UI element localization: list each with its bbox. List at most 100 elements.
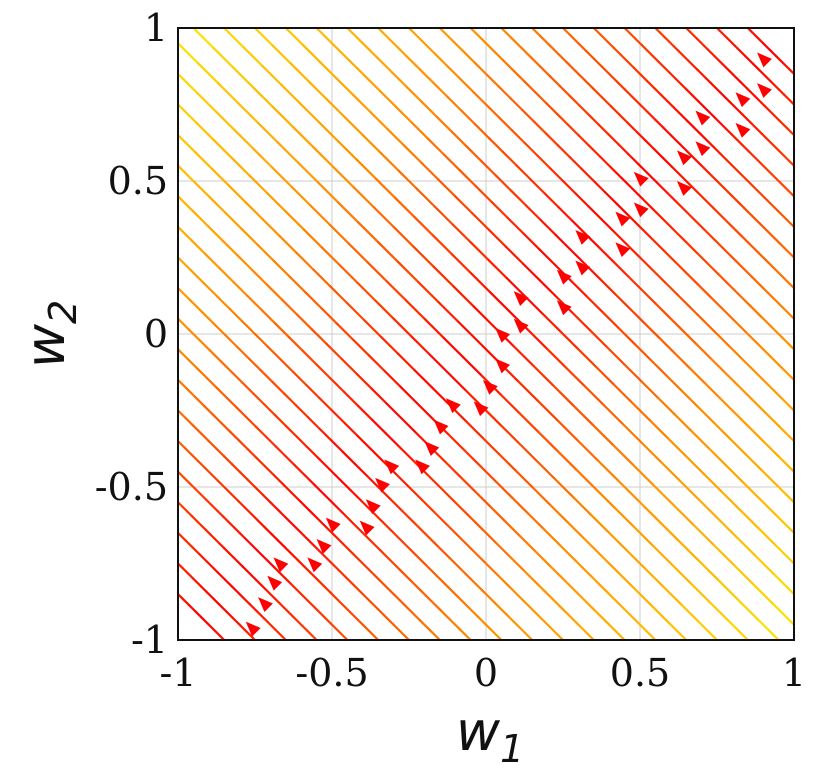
streamline-segment (617, 327, 636, 346)
streamline-segment (472, 305, 495, 328)
streamline-segment (210, 473, 220, 482)
streamline-segment (757, 343, 772, 358)
streamline-segment (600, 554, 620, 574)
streamline-segment (685, 241, 699, 255)
streamline-segment (176, 134, 197, 154)
streamline-segment (775, 269, 787, 281)
streamline-segment (778, 455, 796, 473)
streamline-segment (330, 409, 346, 425)
flow-arrowhead (245, 621, 261, 637)
streamline-segment (734, 259, 747, 272)
streamline-segment (590, 513, 611, 535)
streamline-segment (414, 369, 434, 389)
streamline-segment (725, 464, 745, 484)
streamline-segment (600, 65, 611, 76)
flow-arrowhead (359, 520, 375, 536)
streamline-segment (657, 519, 680, 542)
streamline-segment (307, 80, 328, 101)
streamline-segment (699, 132, 709, 142)
streamline-segment (356, 158, 378, 181)
streamline-segment (289, 62, 310, 83)
streamline-segment (386, 127, 406, 147)
streamline-segment (577, 42, 588, 53)
streamline-segment (577, 348, 598, 369)
streamline-segment (779, 212, 789, 222)
streamline-segment (457, 320, 480, 343)
streamline-segment (369, 111, 389, 131)
streamline-segment (632, 525, 654, 547)
streamline-segment (566, 123, 580, 137)
streamline-segment (216, 479, 226, 489)
streamline-segment (715, 179, 726, 190)
streamline-segment (184, 417, 195, 427)
streamline-segment (646, 172, 659, 185)
streamline-segment (723, 371, 740, 388)
streamline-segment (250, 543, 259, 552)
streamline-segment (638, 256, 654, 272)
streamline-segment (735, 536, 758, 558)
streamline-segment (384, 615, 395, 626)
flow-arrowhead (258, 597, 273, 613)
streamline-segment (651, 269, 667, 285)
streamline-segment (658, 337, 677, 355)
streamline-segment (572, 404, 595, 427)
streamline-segment (323, 493, 336, 506)
streamline-segment (459, 536, 475, 552)
flow-arrowhead (415, 459, 431, 475)
streamline-segment (185, 387, 197, 399)
streamline-segment (471, 212, 491, 232)
streamline-segment (400, 417, 418, 435)
flow-arrowhead (445, 398, 461, 414)
streamline-segment (712, 544, 736, 567)
streamline-segment (759, 161, 767, 170)
streamline-segment (779, 426, 796, 443)
streamline-segment (646, 49, 654, 58)
streamline-segment (284, 516, 295, 527)
streamline-segment (188, 298, 203, 313)
streamline-segment (685, 455, 706, 476)
streamline-segment (715, 332, 731, 348)
streamline-segment (697, 406, 716, 425)
streamline-segment (589, 329, 609, 349)
streamline-segment (549, 504, 569, 524)
streamline-segment (703, 320, 719, 336)
streamline-segment (673, 352, 691, 370)
streamline-segment (352, 522, 365, 535)
streamline-segment (612, 444, 635, 467)
streamline-segment (637, 499, 660, 522)
streamline-segment (747, 150, 756, 159)
streamline-segment (267, 560, 276, 569)
streamline-segment (450, 38, 465, 53)
streamline-segment (706, 139, 716, 149)
streamline-segment (211, 413, 223, 425)
streamline-segment (554, 233, 572, 251)
streamline-segment (376, 56, 394, 74)
streamline-segment (559, 330, 580, 351)
streamline-segment (705, 200, 717, 212)
streamline-segment (744, 269, 757, 282)
streamline-segment (330, 592, 340, 602)
streamline-segment (661, 156, 673, 168)
streamline-segment (759, 192, 769, 202)
streamline-segment (220, 360, 233, 374)
streamline-segment (746, 179, 756, 189)
streamline-segment (754, 555, 777, 577)
streamline-segment (280, 83, 302, 105)
streamline-segment (741, 358, 757, 374)
streamline-segment (782, 337, 796, 351)
streamline-segment (519, 535, 537, 553)
streamline-segment (410, 121, 430, 140)
streamline-segment (663, 219, 677, 233)
streamline-segment (566, 521, 586, 541)
streamline-segment (485, 73, 500, 88)
streamline-segment (749, 305, 763, 319)
streamline-segment (385, 402, 403, 420)
streamline-segment (415, 401, 434, 420)
streamline-segment (337, 201, 360, 224)
streamline-segment (651, 544, 673, 566)
streamline-segment (700, 164, 711, 175)
flow-arrowhead (473, 401, 489, 417)
streamline-segment (695, 343, 712, 360)
streamline-segment (432, 234, 454, 256)
streamline-segment (517, 380, 540, 403)
